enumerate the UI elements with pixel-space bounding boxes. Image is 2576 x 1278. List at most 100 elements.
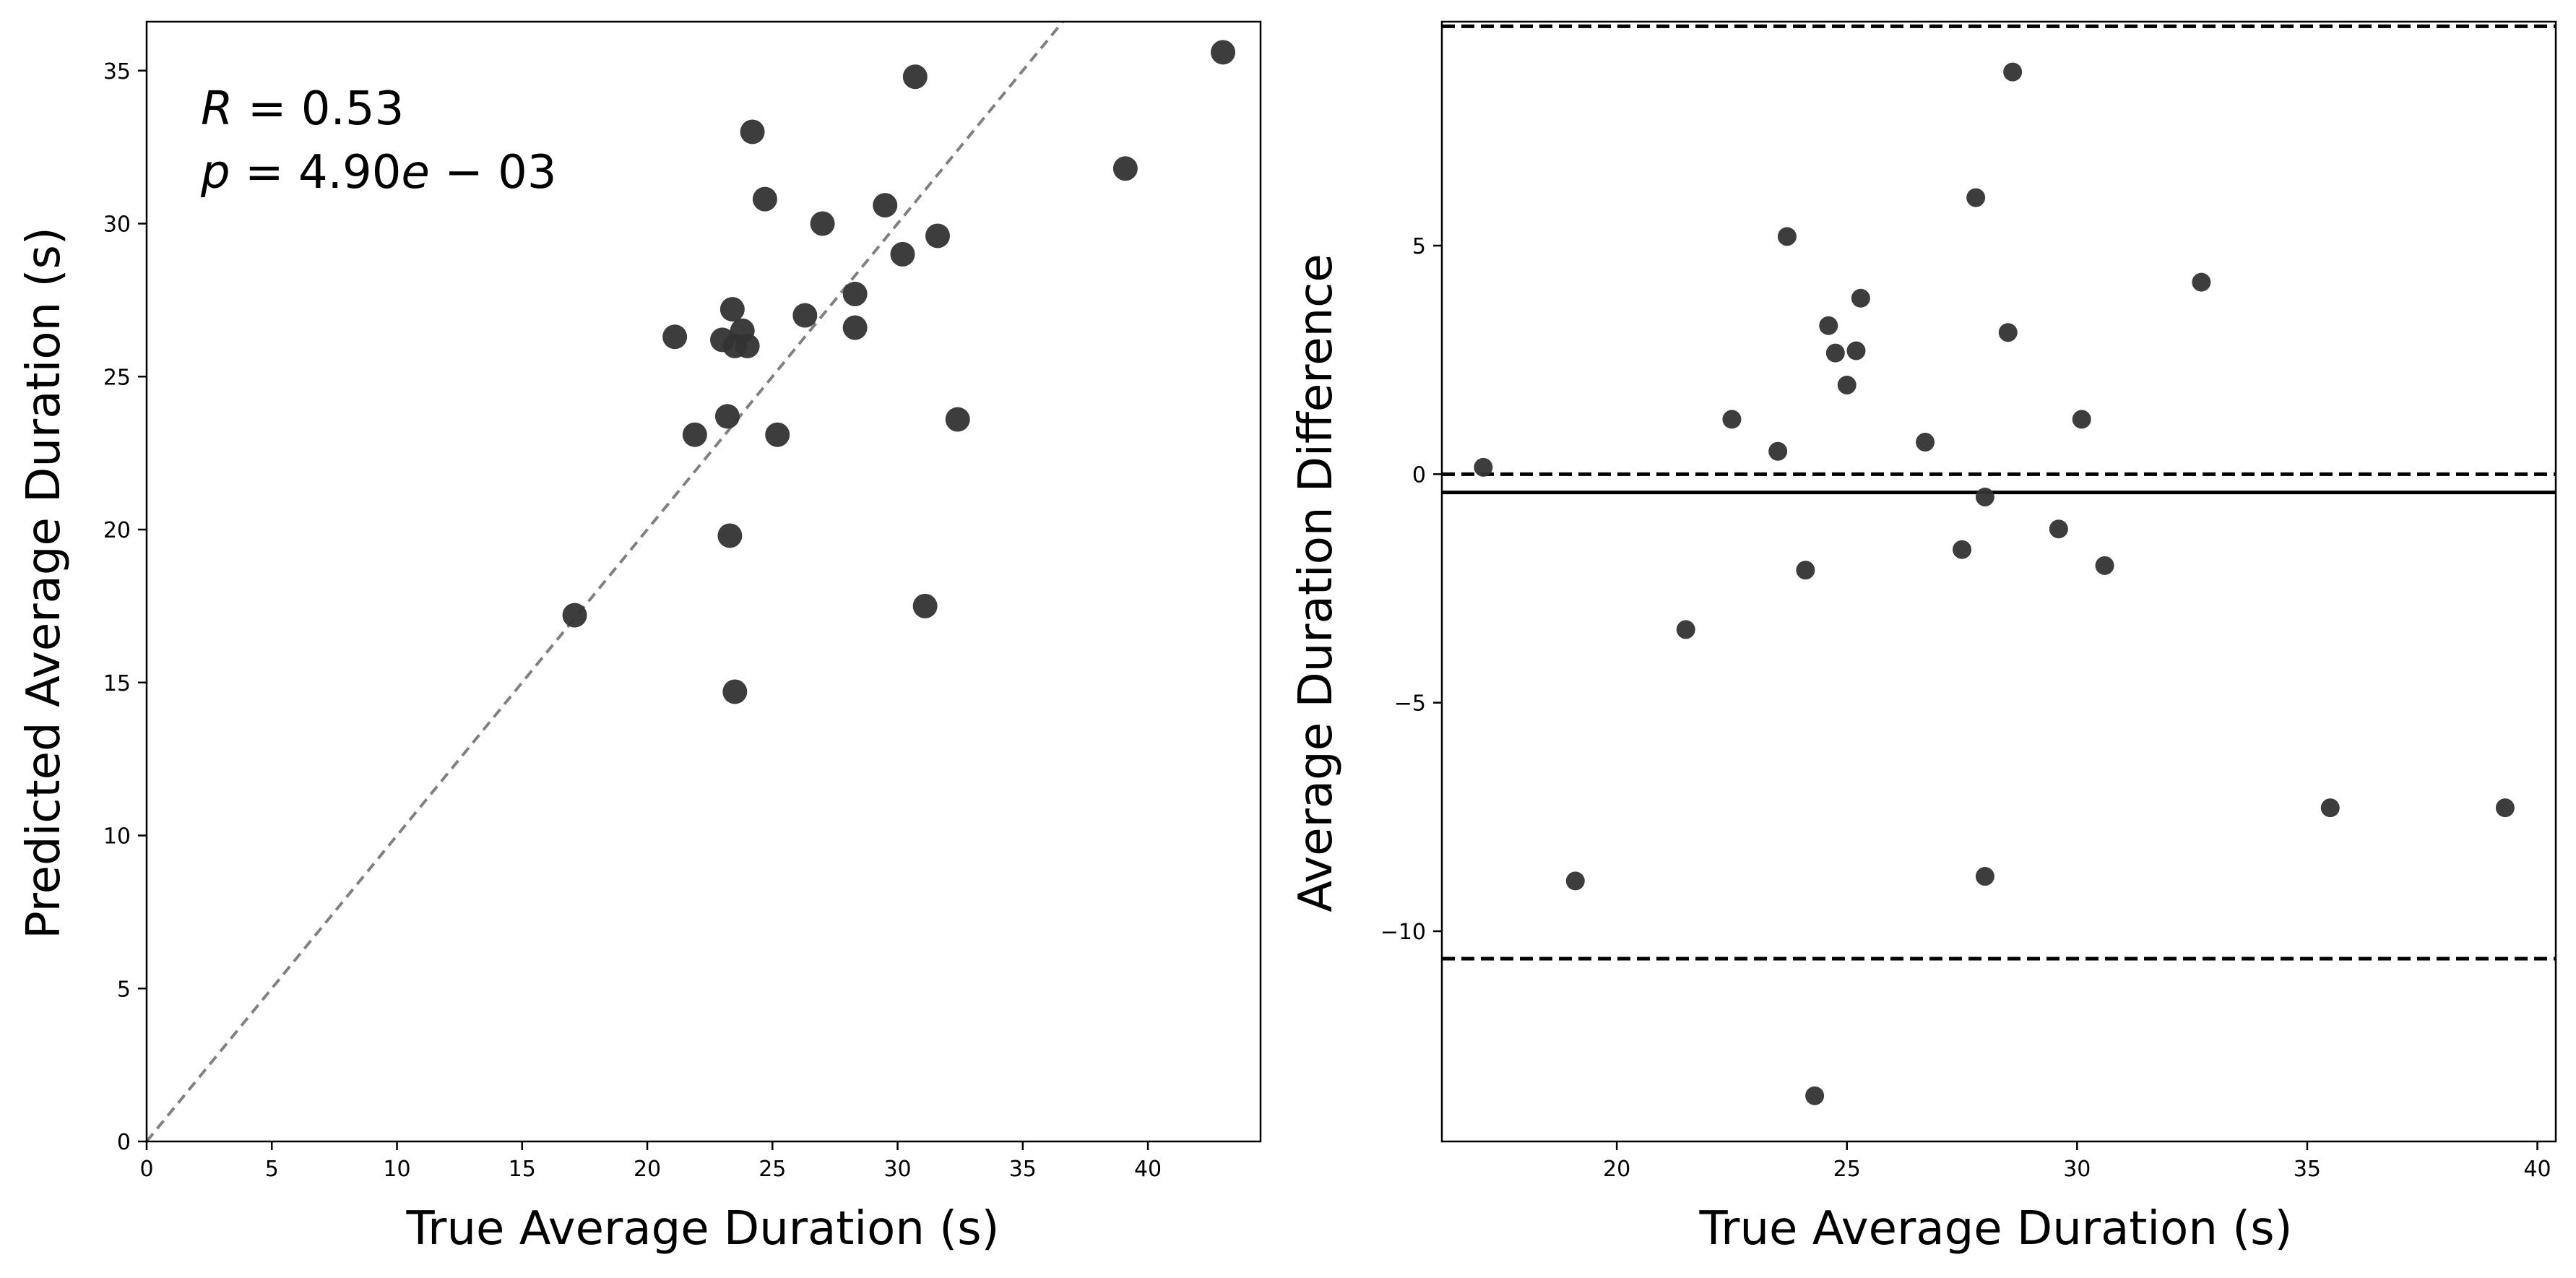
data-point	[722, 679, 748, 704]
data-point	[1825, 343, 1845, 363]
x-tick-label: 10	[383, 1157, 410, 1182]
stat-p-value: = 4.90	[230, 146, 402, 199]
y-tick-label: 30	[103, 212, 131, 238]
y-axis-label-right: Average Duration Difference	[1289, 254, 1343, 912]
identity-line-group	[145, 20, 1064, 1143]
data-point	[2320, 798, 2340, 818]
data-point	[1676, 620, 1695, 639]
data-point	[810, 211, 835, 236]
data-point	[2495, 798, 2515, 818]
x-tick-label: 35	[1009, 1157, 1037, 1182]
data-point	[925, 223, 950, 249]
data-point	[2003, 62, 2023, 82]
data-point	[902, 64, 928, 90]
x-tick-label: 30	[2063, 1157, 2091, 1182]
data-point	[682, 422, 707, 447]
data-point	[714, 404, 740, 429]
stat-p-exp: − 03	[430, 146, 557, 199]
data-point	[945, 407, 970, 432]
stat-r-var: R	[201, 82, 233, 136]
y-tick-label: 35	[103, 59, 131, 85]
stat-r-text: R = 0.53	[201, 82, 404, 136]
x-ticks-right: 20 25 30 35 40	[1603, 1141, 2551, 1182]
y-tick-label: 10	[103, 824, 131, 850]
stat-p-exp-var: e	[401, 146, 429, 199]
stat-p-text: p = 4.90e − 03	[200, 146, 557, 199]
data-point	[740, 119, 765, 144]
stat-p-var: p	[200, 146, 230, 199]
data-point	[562, 603, 587, 628]
data-point	[912, 593, 938, 618]
x-axis-label-right: True Average Duration (s)	[1698, 1202, 2292, 1256]
data-point	[719, 297, 745, 322]
x-ticks-left: 0 5 10 15 20 25 30 35 40	[139, 1141, 1162, 1182]
data-point	[2072, 410, 2091, 429]
y-tick-label: 5	[1412, 234, 1426, 259]
data-point	[1975, 867, 1994, 886]
data-point	[1474, 457, 1493, 477]
data-point	[792, 303, 818, 328]
x-tick-label: 40	[2523, 1157, 2551, 1182]
scatter-points-right	[1474, 62, 2515, 1105]
data-point	[873, 193, 898, 218]
y-tick-label: 15	[103, 671, 131, 696]
y-tick-label: 25	[103, 365, 131, 390]
data-point	[1805, 1086, 1825, 1105]
x-tick-label: 15	[509, 1157, 536, 1182]
data-point	[1916, 433, 1935, 452]
x-tick-label: 5	[265, 1157, 279, 1182]
y-tick-label: −5	[1394, 691, 1426, 717]
scatter-points-left	[562, 40, 1236, 704]
data-point	[1953, 540, 1972, 559]
x-axis-label-left: True Average Duration (s)	[405, 1202, 999, 1256]
data-point	[2095, 556, 2114, 575]
data-point	[1975, 487, 1994, 506]
y-tick-label: −10	[1380, 920, 1426, 945]
y-ticks-right: −10 −5 0 5	[1380, 234, 1442, 945]
data-point	[842, 281, 868, 306]
data-point	[1565, 871, 1585, 891]
y-tick-label: 5	[117, 977, 131, 1002]
x-tick-label: 20	[634, 1157, 661, 1182]
stat-r-value: = 0.53	[233, 82, 404, 136]
y-tick-label: 0	[1412, 462, 1426, 488]
data-point	[1851, 288, 1870, 308]
x-tick-label: 0	[139, 1157, 153, 1182]
data-point	[1837, 375, 1857, 394]
data-point	[1998, 323, 2018, 342]
data-point	[752, 186, 777, 212]
identity-line	[145, 20, 1064, 1143]
data-point	[765, 422, 790, 447]
y-tick-label: 0	[117, 1130, 131, 1155]
x-tick-label: 40	[1134, 1157, 1162, 1182]
data-point	[1112, 156, 1138, 181]
scatter-panel-left: 0 5 10 15 20 25 30 35 40 0 5 10 15 20 25 30 35 R = 0.53…	[17, 20, 1262, 1256]
data-point	[1819, 316, 1838, 335]
data-point	[1796, 561, 1815, 580]
scatter-panel-right: 20 25 30 35 40 −10 −5 0 5 True Average Duration…	[1289, 20, 2557, 1256]
x-tick-label: 25	[1833, 1157, 1861, 1182]
y-tick-label: 20	[103, 518, 131, 543]
data-point	[1722, 410, 1742, 429]
data-point	[1966, 188, 1986, 207]
x-tick-label: 25	[758, 1157, 786, 1182]
data-point	[1768, 441, 1788, 461]
data-point	[735, 333, 760, 358]
y-axis-label-left: Predicted Average Duration (s)	[17, 227, 71, 939]
plot-frame-left	[145, 20, 1262, 1143]
data-point	[717, 523, 743, 548]
x-tick-label: 35	[2294, 1157, 2321, 1182]
data-point	[2192, 272, 2211, 292]
data-point	[662, 324, 688, 350]
data-point	[1777, 227, 1797, 246]
data-point	[1846, 341, 1866, 360]
plot-frame-right	[1440, 20, 2557, 1143]
data-point	[1211, 40, 1236, 65]
y-ticks-left: 0 5 10 15 20 25 30 35	[103, 59, 147, 1155]
x-tick-label: 30	[883, 1157, 911, 1182]
data-point	[890, 241, 915, 267]
data-point	[842, 315, 868, 340]
data-point	[2049, 519, 2068, 539]
